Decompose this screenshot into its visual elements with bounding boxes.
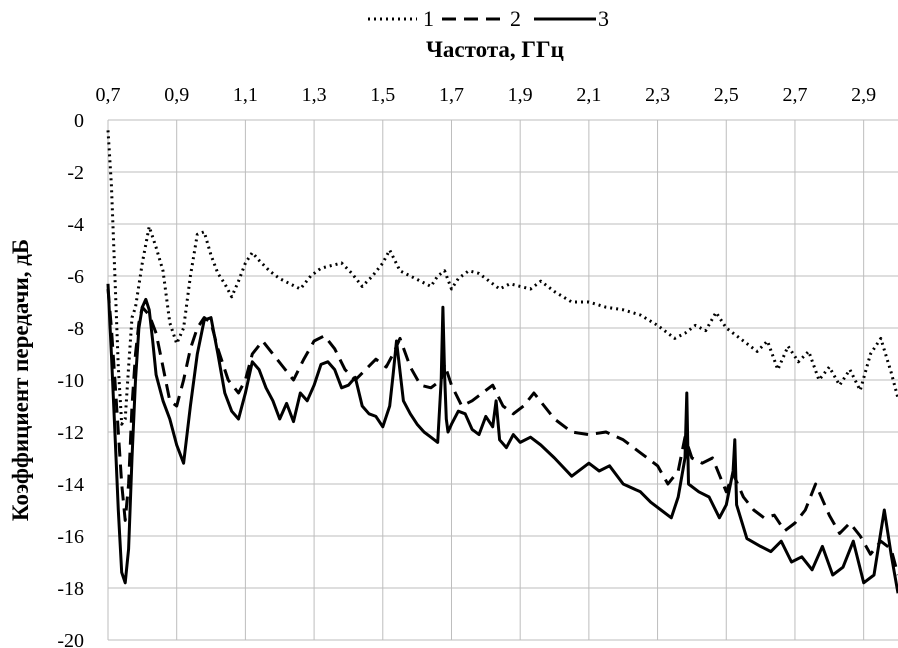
x-tick-label: 1,7 — [439, 84, 464, 106]
x-tick-label: 2,5 — [714, 84, 739, 106]
x-tick-label: 1,9 — [508, 84, 533, 106]
x-axis-title: Частота, ГГц — [426, 37, 564, 62]
x-tick-label: 1,1 — [233, 84, 258, 106]
y-tick-label: -4 — [67, 214, 84, 236]
y-tick-label: -18 — [57, 578, 84, 600]
y-tick-label: -20 — [57, 630, 84, 648]
legend-label-series-2: 2 — [510, 6, 521, 31]
y-tick-label: -8 — [67, 318, 84, 340]
x-tick-label: 1,3 — [302, 84, 327, 106]
grid — [107, 119, 898, 641]
tick-labels: 0,7 0,9 1,1 1,3 1,5 1,7 1,9 2,1 2,3 2,5 2,7 2,9 0 -2 -… — [57, 84, 876, 648]
y-tick-label: -12 — [57, 422, 84, 444]
x-tick-label: 2,1 — [576, 84, 601, 106]
x-tick-label: 0,9 — [164, 84, 189, 106]
y-tick-label: -14 — [57, 474, 84, 496]
x-tick-label: 2,3 — [645, 84, 670, 106]
series-line-1 — [106, 130, 898, 426]
series-line-3 — [106, 283, 898, 594]
x-tick-label: 1,5 — [370, 84, 395, 106]
series-layer — [106, 130, 898, 594]
x-tick-label: 2,9 — [851, 84, 876, 106]
y-tick-label: 0 — [74, 110, 84, 132]
y-tick-label: -6 — [67, 266, 84, 288]
y-axis-title: Коэффициент передачи, дБ — [8, 239, 33, 521]
legend: 1 2 3 — [368, 6, 609, 31]
x-tick-label: 2,7 — [782, 84, 807, 106]
legend-label-series-1: 1 — [423, 6, 434, 31]
y-tick-label: -16 — [57, 526, 84, 548]
legend-label-series-3: 3 — [598, 6, 609, 31]
series-line-2 — [106, 288, 898, 576]
x-tick-label: 0,7 — [96, 84, 121, 106]
y-tick-label: -2 — [67, 162, 84, 184]
y-tick-label: -10 — [57, 370, 84, 392]
